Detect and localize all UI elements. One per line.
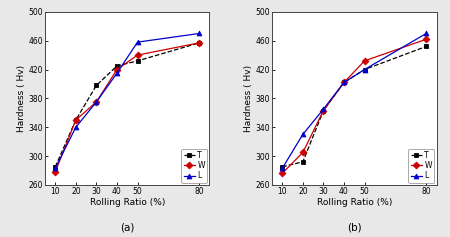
Line: L: L — [280, 31, 429, 171]
T — [135, 59, 140, 62]
Text: (a): (a) — [120, 223, 135, 233]
L — [197, 32, 202, 35]
W — [341, 81, 346, 84]
T — [279, 165, 285, 168]
X-axis label: Rolling Ratio (%): Rolling Ratio (%) — [90, 198, 165, 207]
W — [53, 170, 58, 173]
W — [321, 109, 326, 112]
T — [197, 41, 202, 44]
L — [94, 100, 99, 103]
Y-axis label: Hardness ( Hv): Hardness ( Hv) — [244, 65, 253, 132]
L — [321, 108, 326, 111]
L — [300, 133, 306, 136]
W — [114, 68, 120, 71]
Line: T: T — [280, 44, 429, 169]
L — [114, 72, 120, 75]
Line: L: L — [53, 31, 202, 171]
T — [300, 160, 306, 163]
T — [423, 45, 429, 48]
W — [135, 54, 140, 57]
W — [197, 41, 202, 44]
L — [341, 81, 346, 84]
Text: (b): (b) — [347, 223, 361, 233]
T — [94, 84, 99, 87]
Legend: T, W, L: T, W, L — [409, 149, 434, 182]
Legend: T, W, L: T, W, L — [181, 149, 207, 182]
Y-axis label: Hardness ( Hv): Hardness ( Hv) — [17, 65, 26, 132]
L — [73, 126, 79, 129]
T — [114, 64, 120, 67]
T — [321, 109, 326, 112]
W — [300, 151, 306, 154]
Line: W: W — [280, 37, 429, 176]
W — [73, 118, 79, 121]
L — [362, 68, 367, 71]
T — [362, 68, 367, 71]
L — [135, 41, 140, 44]
W — [362, 59, 367, 62]
L — [53, 167, 58, 170]
L — [279, 167, 285, 170]
Line: W: W — [53, 41, 202, 174]
W — [279, 172, 285, 175]
T — [341, 81, 346, 84]
L — [423, 32, 429, 35]
T — [73, 118, 79, 121]
X-axis label: Rolling Ratio (%): Rolling Ratio (%) — [316, 198, 392, 207]
W — [94, 100, 99, 103]
Line: T: T — [53, 41, 202, 169]
W — [423, 38, 429, 41]
T — [53, 165, 58, 168]
